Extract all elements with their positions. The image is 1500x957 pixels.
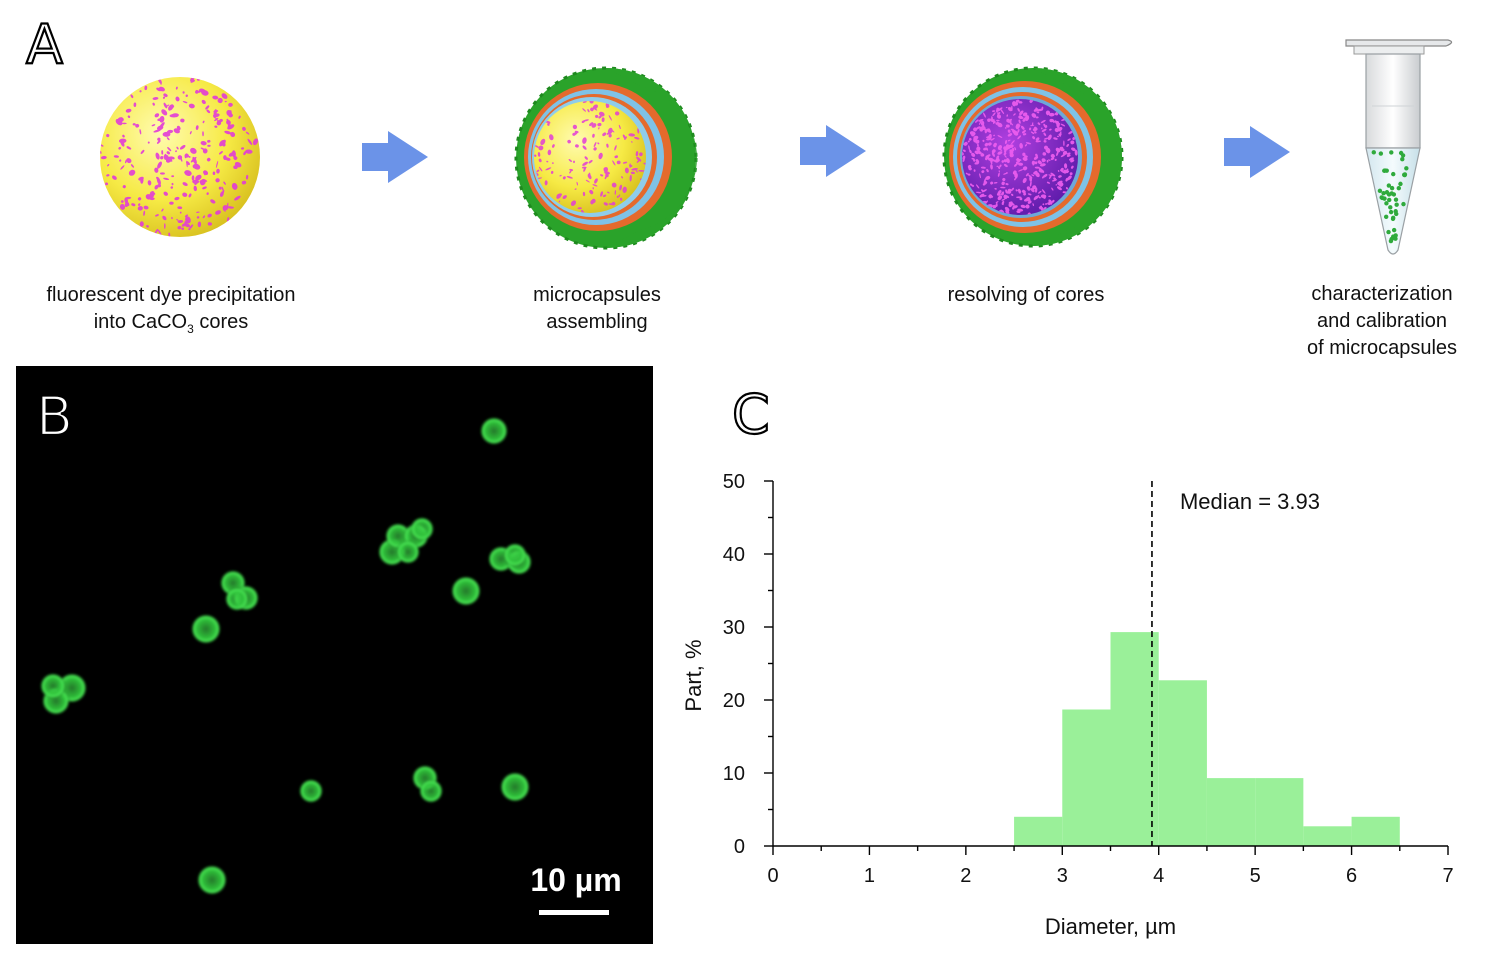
y-tick-label: 40 (723, 544, 745, 566)
x-tick-label: 4 (1153, 865, 1164, 887)
arrow-icon (362, 131, 428, 183)
scale-bar (539, 910, 609, 915)
y-tick-label: 10 (723, 763, 745, 785)
arrow-icon (1224, 126, 1290, 178)
step-label-precipitation: fluorescent dye precipitation into CaCO3… (46, 284, 296, 336)
x-axis-label: Diameter, µm (1045, 914, 1176, 939)
x-tick-label: 2 (960, 865, 971, 887)
y-tick-label: 50 (723, 471, 745, 493)
microcapsule-assembling (514, 66, 698, 250)
panel-letter-a: A (25, 13, 64, 76)
x-tick-label: 3 (1057, 865, 1068, 887)
panel-letter-b: B (35, 385, 74, 448)
y-axis-label: Part, % (681, 639, 706, 711)
arrow-icon (800, 125, 866, 177)
microcapsule-resolved (942, 66, 1124, 248)
y-tick-label: 0 (734, 836, 745, 858)
step-label-characterization: characterization and calibration of micr… (1306, 283, 1458, 359)
x-tick-label: 1 (864, 865, 875, 887)
test-tube-icon (1345, 39, 1453, 255)
x-tick-label: 5 (1250, 865, 1261, 887)
diameter-histogram: 0 1 2 3 4 5 6 7 0 10 20 30 40 50 Median = 3.93 Diamet… (681, 471, 1454, 939)
x-tick-label: 0 (767, 865, 778, 887)
micrograph-capsules (40, 417, 609, 915)
histogram-bar (1158, 680, 1207, 846)
histogram-bar (1014, 816, 1063, 846)
panel-letter-c: C (731, 383, 771, 446)
histogram-bar (1351, 816, 1400, 846)
y-tick-label: 30 (723, 617, 745, 639)
x-tick-label: 6 (1346, 865, 1357, 887)
y-tick-label: 20 (723, 690, 745, 712)
step-label-assembling: microcapsules assembling (533, 284, 661, 333)
fluorescence-micrograph: B 10 µm (16, 366, 653, 944)
histogram-bar (1255, 778, 1304, 846)
histogram-bar (1110, 632, 1159, 846)
x-tick-label: 7 (1442, 865, 1453, 887)
scale-bar-label: 10 µm (530, 862, 622, 898)
step-label-resolving: resolving of cores (947, 284, 1105, 306)
histogram-bar (1206, 778, 1256, 846)
scheme-graphics (100, 39, 1453, 255)
histogram-bar (1062, 709, 1111, 846)
median-label: Median = 3.93 (1180, 489, 1320, 514)
histogram-bar (1303, 826, 1352, 846)
caco3-core-sphere (100, 77, 260, 237)
